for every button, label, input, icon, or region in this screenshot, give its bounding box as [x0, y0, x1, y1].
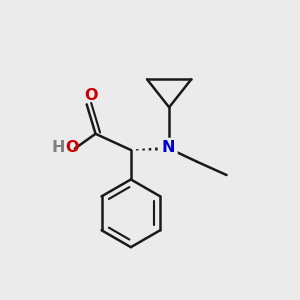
Text: O: O	[65, 140, 79, 154]
Text: H: H	[52, 140, 65, 154]
Text: N: N	[162, 140, 175, 155]
Text: O: O	[84, 88, 98, 103]
